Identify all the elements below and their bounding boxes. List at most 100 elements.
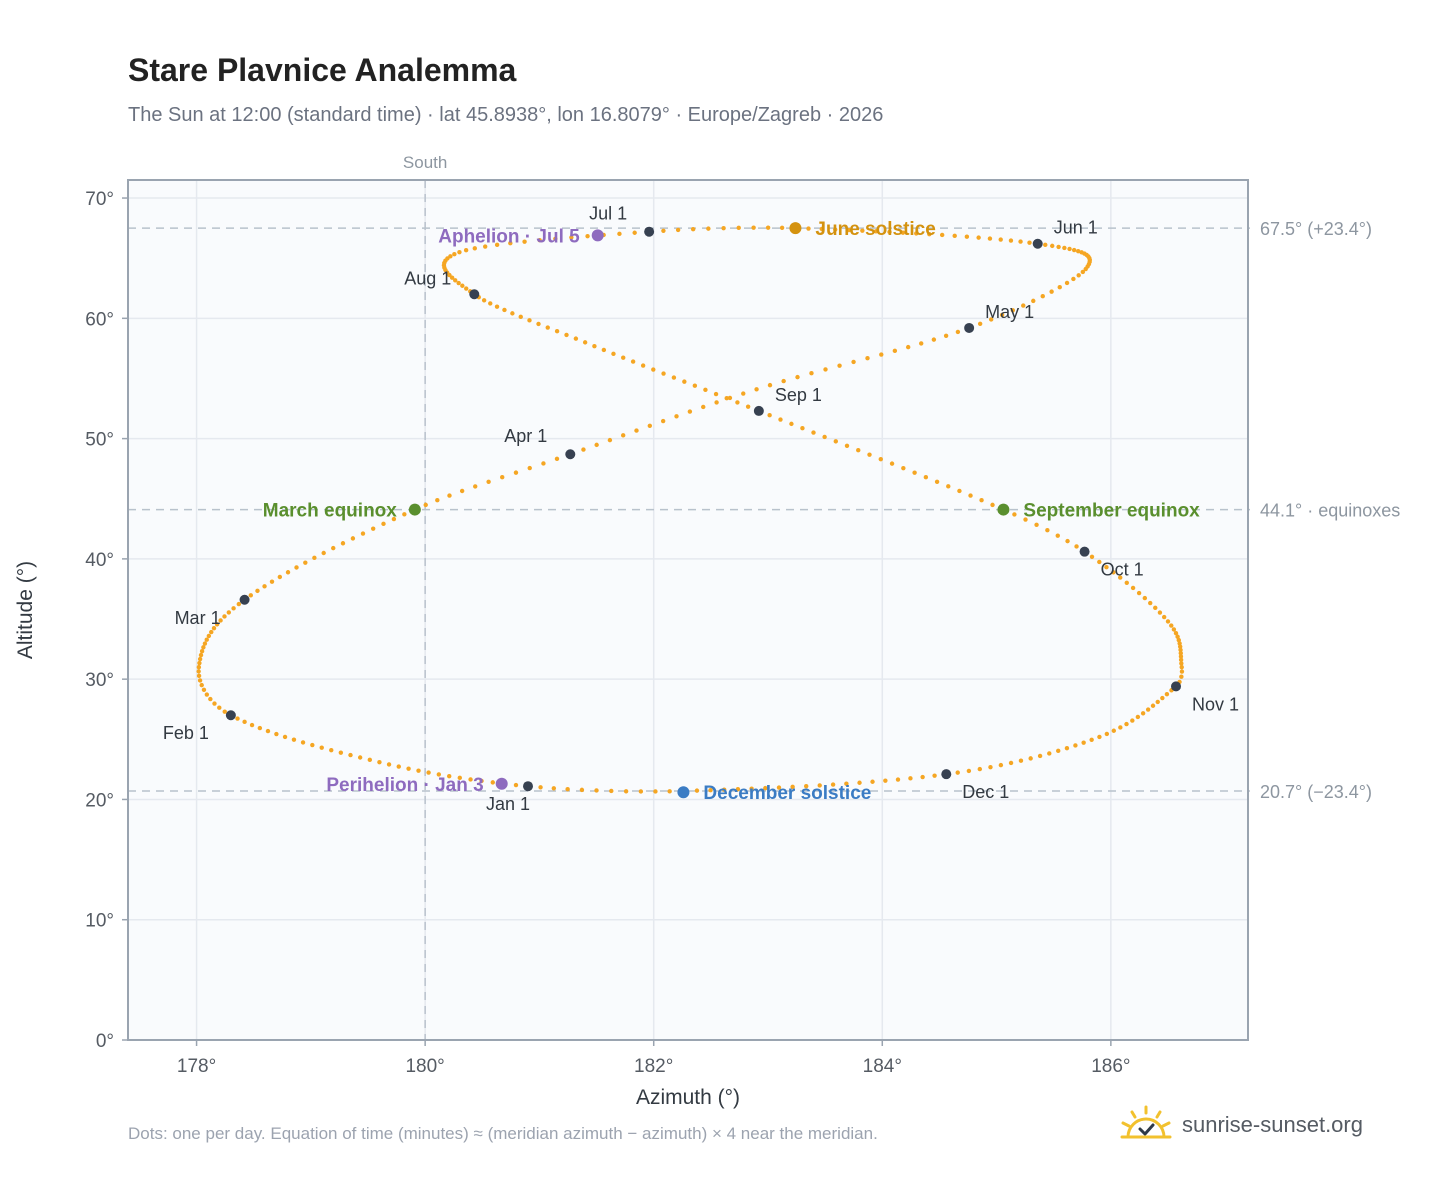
month-marker-label: Mar 1	[175, 608, 221, 628]
analemma-day-dot	[204, 692, 210, 697]
plot-frame	[127, 179, 1249, 1041]
analemma-day-dot	[300, 740, 306, 745]
analemma-day-dot	[1177, 641, 1182, 646]
analemma-day-dot	[1050, 243, 1055, 249]
analemma-day-dot	[545, 325, 550, 330]
analemma-day-dot	[988, 317, 994, 322]
analemma-day-dot	[226, 610, 232, 615]
analemma-day-dot	[647, 423, 653, 428]
month-marker	[565, 449, 576, 460]
analemma-day-dot	[806, 226, 811, 231]
analemma-day-dot	[202, 641, 208, 646]
month-marker-label: Aug 1	[404, 268, 451, 288]
analemma-day-dot	[809, 371, 814, 376]
analemma-day-dot	[741, 391, 746, 396]
month-marker-label: Jul 1	[589, 204, 627, 224]
analemma-day-dot	[844, 443, 850, 448]
analemma-day-dot	[285, 570, 291, 575]
analemma-day-dot	[946, 484, 951, 489]
x-axis-title: Azimuth (°)	[636, 1086, 740, 1109]
analemma-day-dot	[1175, 634, 1180, 639]
analemma-day-dot	[920, 774, 925, 780]
month-marker	[964, 322, 975, 333]
analemma-day-dot	[754, 387, 759, 392]
analemma-day-dot	[976, 235, 981, 240]
analemma-day-dot	[426, 770, 431, 775]
analemma-day-dot	[998, 237, 1003, 242]
analemma-day-dot	[977, 766, 983, 772]
month-marker	[1171, 681, 1181, 692]
event-marker	[997, 503, 1010, 516]
analemma-day-dot	[197, 678, 203, 683]
analemma-day-dot	[1079, 250, 1084, 255]
brand[interactable]: sunrise-sunset.org	[1120, 1100, 1363, 1150]
analemma-day-dot	[952, 233, 957, 239]
analemma-day-dot	[822, 434, 827, 440]
analemma-day-dot	[468, 777, 473, 782]
analemma-day-dot	[197, 656, 203, 662]
analemma-day-dot	[396, 764, 401, 769]
analemma-day-dot	[212, 701, 217, 706]
analemma-day-dot	[265, 728, 271, 734]
analemma-day-dot	[1064, 280, 1070, 286]
analemma-day-dot	[294, 565, 299, 570]
analemma-day-dot	[1076, 273, 1081, 278]
x-tick-label: 186°	[1091, 1056, 1130, 1077]
analemma-day-dot	[617, 231, 622, 237]
analemma-day-dot	[249, 722, 255, 728]
analemma-day-dot	[830, 782, 836, 787]
analemma-day-dot	[687, 409, 693, 414]
analemma-day-dot	[955, 770, 960, 775]
analemma-day-dot	[638, 789, 644, 794]
analemma-day-dot	[1179, 664, 1184, 670]
analemma-day-dot	[1008, 760, 1014, 766]
analemma-day-dot	[601, 347, 607, 353]
reference-line-label: 67.5° (+23.4°)	[1260, 219, 1372, 239]
event-label: June solstice	[815, 219, 935, 240]
analemma-day-dot	[1065, 538, 1070, 544]
analemma-day-dot	[527, 318, 532, 323]
analemma-day-dot	[1064, 745, 1070, 751]
analemma-day-dot	[939, 232, 945, 238]
analemma-day-dot	[919, 341, 924, 346]
analemma-day-dot	[878, 456, 883, 462]
month-marker	[225, 710, 236, 721]
analemma-day-dot	[912, 470, 917, 475]
analemma-day-dot	[423, 502, 428, 508]
analemma-day-dot	[522, 239, 527, 244]
analemma-day-dot	[331, 545, 336, 551]
y-tick-label: 30°	[85, 670, 114, 691]
month-marker-label: Nov 1	[1192, 694, 1239, 714]
analemma-day-dot	[844, 781, 849, 786]
analemma-day-dot	[312, 555, 317, 561]
analemma-day-dot	[1075, 248, 1081, 254]
analemma-day-dot	[456, 280, 461, 286]
analemma-day-dot	[1165, 619, 1171, 624]
analemma-day-dot	[998, 762, 1004, 768]
analemma-day-dot	[1097, 559, 1102, 565]
analemma-day-dot	[217, 705, 222, 710]
analemma-day-dot	[749, 786, 754, 791]
plot-area	[128, 180, 1248, 1040]
analemma-day-dot	[1140, 711, 1146, 716]
analemma-day-dot	[350, 536, 356, 541]
analemma-day-dot	[908, 776, 913, 781]
month-marker-label: Sep 1	[775, 385, 822, 405]
analemma-day-dot	[196, 664, 202, 670]
event-label: September equinox	[1023, 501, 1200, 522]
analemma-day-dot	[765, 225, 771, 230]
month-marker	[1079, 546, 1090, 557]
analemma-day-dot	[1135, 714, 1141, 720]
analemma-day-dot	[957, 488, 962, 494]
analemma-day-dot	[1040, 294, 1045, 299]
analemma-day-dot	[1027, 240, 1032, 245]
analemma-day-dot	[892, 348, 898, 354]
analemma-day-dot	[329, 747, 334, 753]
analemma-day-dot	[1130, 718, 1135, 723]
analemma-day-dot	[554, 328, 560, 334]
analemma-day-dot	[269, 579, 275, 584]
analemma-day-dot	[887, 229, 892, 235]
analemma-day-dot	[452, 252, 457, 257]
analemma-day-dot	[360, 531, 366, 536]
analemma-day-dot	[833, 227, 838, 232]
